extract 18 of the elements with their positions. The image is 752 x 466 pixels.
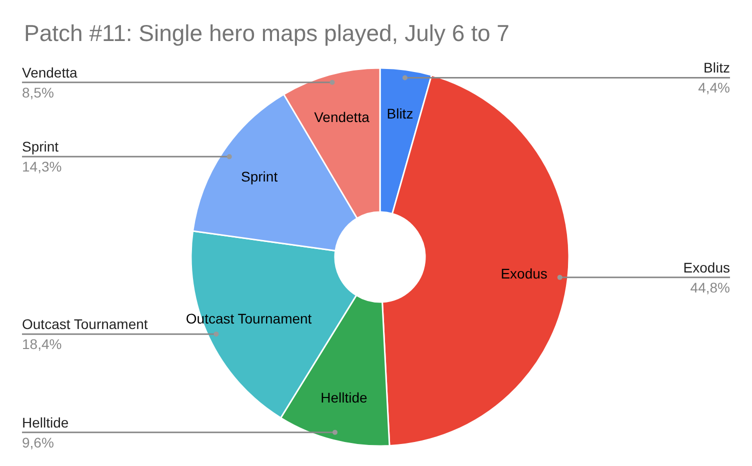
slice-label: Exodus: [500, 265, 548, 282]
slice-label: Exodus: [683, 259, 730, 276]
slice-label: Blitz: [704, 60, 730, 76]
slice-label: Sprint: [22, 138, 59, 155]
chart-title: Patch #11: Single hero maps played, July 6 to 7: [24, 20, 510, 47]
slice-label: Helltide: [22, 414, 69, 430]
data-label: 8,5%: [22, 84, 54, 100]
slice-label: Vendetta: [314, 109, 370, 126]
slice-label: Vendetta: [22, 64, 78, 80]
data-label: 18,4%: [22, 336, 62, 352]
slice-label: Outcast Tournament: [22, 316, 148, 332]
slice-label: Helltide: [320, 389, 368, 406]
slice-label: Blitz: [386, 105, 414, 122]
slice-label: Sprint: [241, 168, 278, 185]
data-label: 9,6%: [22, 434, 54, 450]
data-label: 44,8%: [690, 279, 730, 296]
data-label: 14,3%: [22, 158, 62, 175]
data-label: 4,4%: [698, 80, 730, 96]
